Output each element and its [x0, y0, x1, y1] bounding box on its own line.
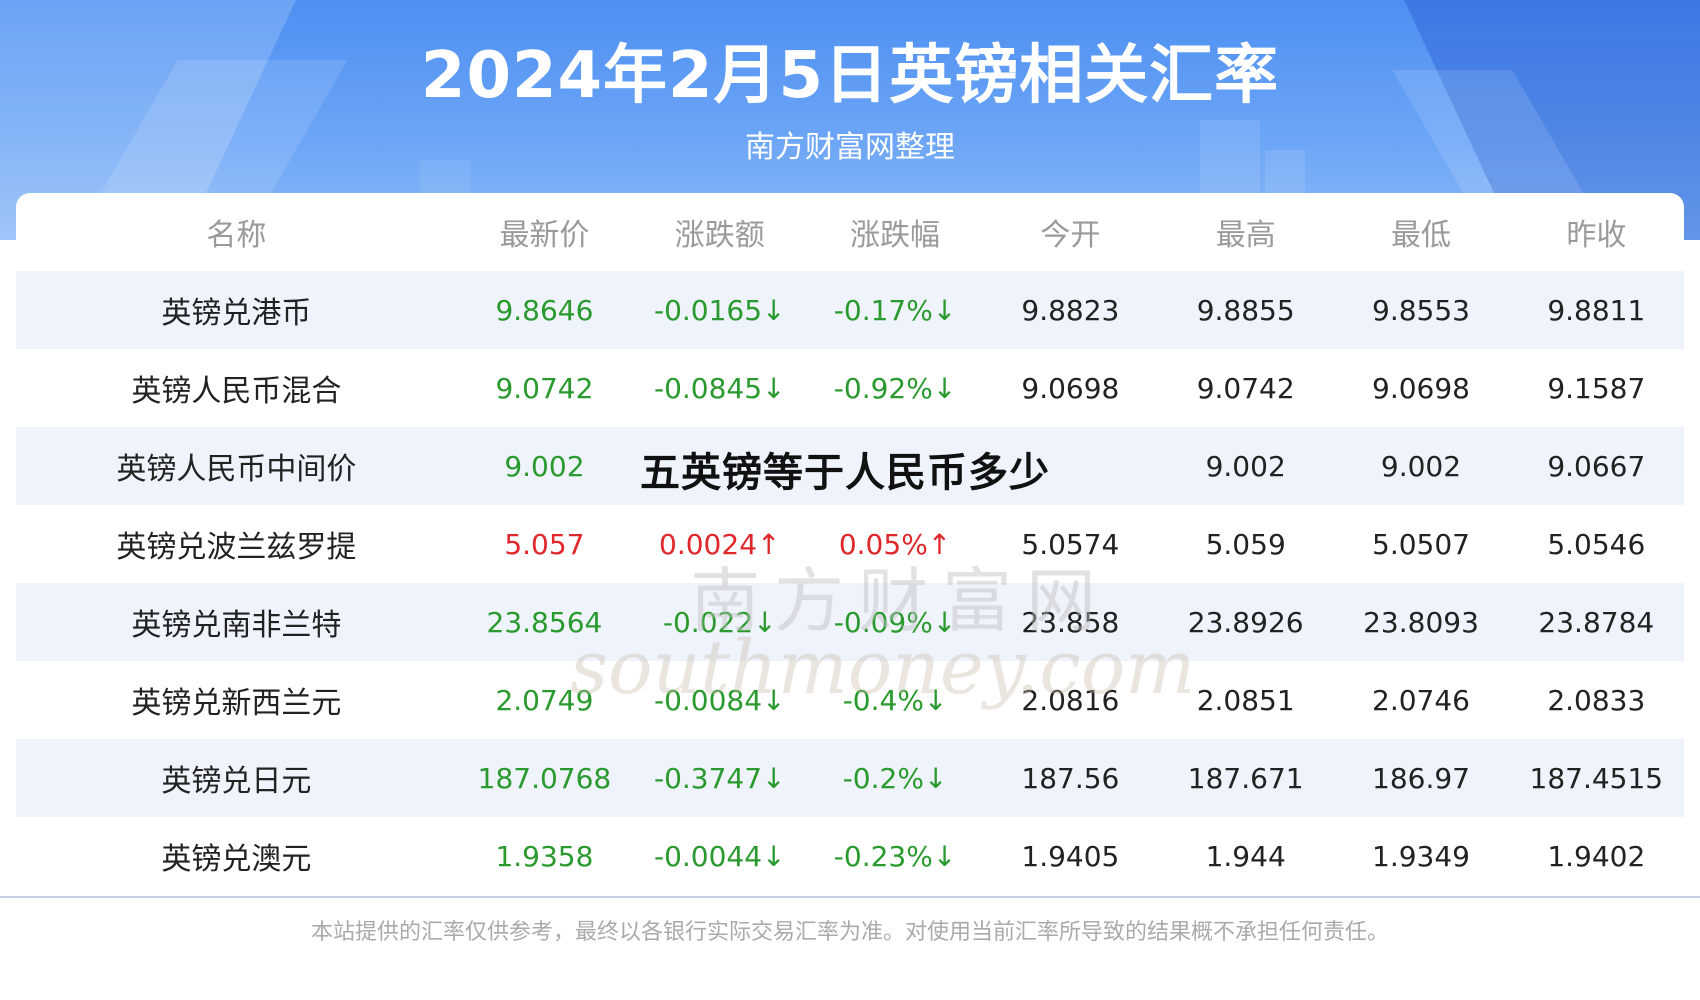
cell-pct: -0.4%↓: [807, 661, 983, 739]
overlay-caption: 五英镑等于人民币多少: [640, 450, 1050, 496]
cell-latest: 5.057: [456, 505, 633, 583]
rates-table: 名称 最新价 涨跌额 涨跌幅 今开 最高 最低 昨收 英镑兑港币 9.8646 …: [16, 193, 1684, 895]
cell-prev: 1.9402: [1508, 817, 1684, 895]
table-row: 英镑兑新西兰元 2.0749 -0.0084↓ -0.4%↓ 2.0816 2.…: [16, 661, 1684, 739]
column-header-high: 最高: [1215, 218, 1276, 253]
cell-high: 1.944: [1158, 817, 1334, 895]
cell-name: 英镑兑港币: [16, 271, 457, 349]
cell-change: -0.022↓: [632, 583, 808, 661]
cell-change: -0.3747↓: [632, 739, 808, 817]
cell-low: 2.0746: [1333, 661, 1509, 739]
table-row: 英镑兑波兰兹罗提 5.057 0.0024↑ 0.05%↑ 5.0574 5.0…: [16, 505, 1684, 583]
page-subtitle: 南方财富网整理: [745, 130, 955, 165]
table-row: 英镑兑日元 187.0768 -0.3747↓ -0.2%↓ 187.56 18…: [16, 739, 1684, 817]
column-header-prev: 昨收: [1566, 218, 1627, 253]
cell-change: -0.0044↓: [632, 817, 808, 895]
cell-open: 23.858: [982, 583, 1159, 661]
cell-high: 9.0742: [1158, 349, 1334, 427]
column-header-pct: 涨跌幅: [850, 218, 941, 253]
column-header-name: 名称: [206, 218, 267, 253]
cell-change: -0.0165↓: [632, 271, 808, 349]
table-row: 英镑兑港币 9.8646 -0.0165↓ -0.17%↓ 9.8823 9.8…: [16, 271, 1684, 349]
table-row: 英镑兑澳元 1.9358 -0.0044↓ -0.23%↓ 1.9405 1.9…: [16, 817, 1684, 895]
cell-latest: 1.9358: [456, 817, 633, 895]
cell-high: 23.8926: [1158, 583, 1334, 661]
cell-open: 5.0574: [982, 505, 1159, 583]
table-header-row: 名称 最新价 涨跌额 涨跌幅 今开 最高 最低 昨收: [16, 193, 1684, 271]
cell-latest: 9.002: [456, 427, 633, 505]
cell-high: 2.0851: [1158, 661, 1334, 739]
cell-prev: 9.0667: [1508, 427, 1684, 505]
cell-high: 5.059: [1158, 505, 1334, 583]
rates-card: 名称 最新价 涨跌额 涨跌幅 今开 最高 最低 昨收 英镑兑港币 9.8646 …: [16, 193, 1684, 898]
cell-change: -0.0845↓: [632, 349, 808, 427]
cell-pct: -0.09%↓: [807, 583, 983, 661]
cell-prev: 2.0833: [1508, 661, 1684, 739]
cell-pct: -0.23%↓: [807, 817, 983, 895]
cell-open: 9.8823: [982, 271, 1159, 349]
cell-low: 9.8553: [1333, 271, 1509, 349]
column-header-low: 最低: [1391, 218, 1451, 253]
cell-low: 5.0507: [1333, 505, 1509, 583]
footer-disclaimer: 本站提供的汇率仅供参考，最终以各银行实际交易汇率为准。对使用当前汇率所导致的结果…: [310, 920, 1389, 945]
cell-pct: -0.92%↓: [807, 349, 983, 427]
cell-name: 英镑人民币中间价: [16, 427, 457, 505]
cell-low: 9.002: [1333, 427, 1509, 505]
cell-open: 9.0698: [982, 349, 1159, 427]
cell-prev: 9.1587: [1508, 349, 1684, 427]
cell-name: 英镑兑波兰兹罗提: [16, 505, 457, 583]
cell-name: 英镑兑新西兰元: [16, 661, 457, 739]
cell-high: 9.002: [1158, 427, 1334, 505]
column-header-open: 今开: [1040, 218, 1101, 253]
cell-prev: 187.4515: [1508, 739, 1684, 817]
table-row: 英镑兑南非兰特 23.8564 -0.022↓ -0.09%↓ 23.858 2…: [16, 583, 1684, 661]
cell-pct: -0.17%↓: [807, 271, 983, 349]
footer-divider: [0, 896, 1700, 898]
cell-open: 1.9405: [982, 817, 1159, 895]
cell-low: 9.0698: [1333, 349, 1509, 427]
cell-latest: 9.8646: [456, 271, 633, 349]
page-title: 2024年2月5日英镑相关汇率: [420, 39, 1280, 113]
cell-open: 187.56: [982, 739, 1159, 817]
cell-open: [982, 427, 1159, 505]
cell-prev: 9.8811: [1508, 271, 1684, 349]
cell-latest: 9.0742: [456, 349, 633, 427]
column-header-latest: 最新价: [499, 218, 590, 253]
cell-pct: [807, 427, 983, 505]
cell-pct: -0.2%↓: [807, 739, 983, 817]
table-row: 英镑人民币中间价 9.002 9.002 9.002 9.0667: [16, 427, 1684, 505]
cell-name: 英镑兑澳元: [16, 817, 457, 895]
cell-low: 1.9349: [1333, 817, 1509, 895]
cell-low: 23.8093: [1333, 583, 1509, 661]
cell-prev: 23.8784: [1508, 583, 1684, 661]
cell-low: 186.97: [1333, 739, 1509, 817]
cell-change: 0.0024↑: [632, 505, 808, 583]
cell-name: 英镑兑南非兰特: [16, 583, 457, 661]
cell-pct: 0.05%↑: [807, 505, 983, 583]
cell-high: 9.8855: [1158, 271, 1334, 349]
cell-prev: 5.0546: [1508, 505, 1684, 583]
cell-change: [632, 427, 808, 505]
cell-name: 英镑兑日元: [16, 739, 457, 817]
cell-name: 英镑人民币混合: [16, 349, 457, 427]
column-header-change: 涨跌额: [674, 218, 765, 253]
table-row: 英镑人民币混合 9.0742 -0.0845↓ -0.92%↓ 9.0698 9…: [16, 349, 1684, 427]
cell-open: 2.0816: [982, 661, 1159, 739]
cell-high: 187.671: [1158, 739, 1334, 817]
cell-change: -0.0084↓: [632, 661, 808, 739]
cell-latest: 187.0768: [456, 739, 633, 817]
cell-latest: 23.8564: [456, 583, 633, 661]
cell-latest: 2.0749: [456, 661, 633, 739]
